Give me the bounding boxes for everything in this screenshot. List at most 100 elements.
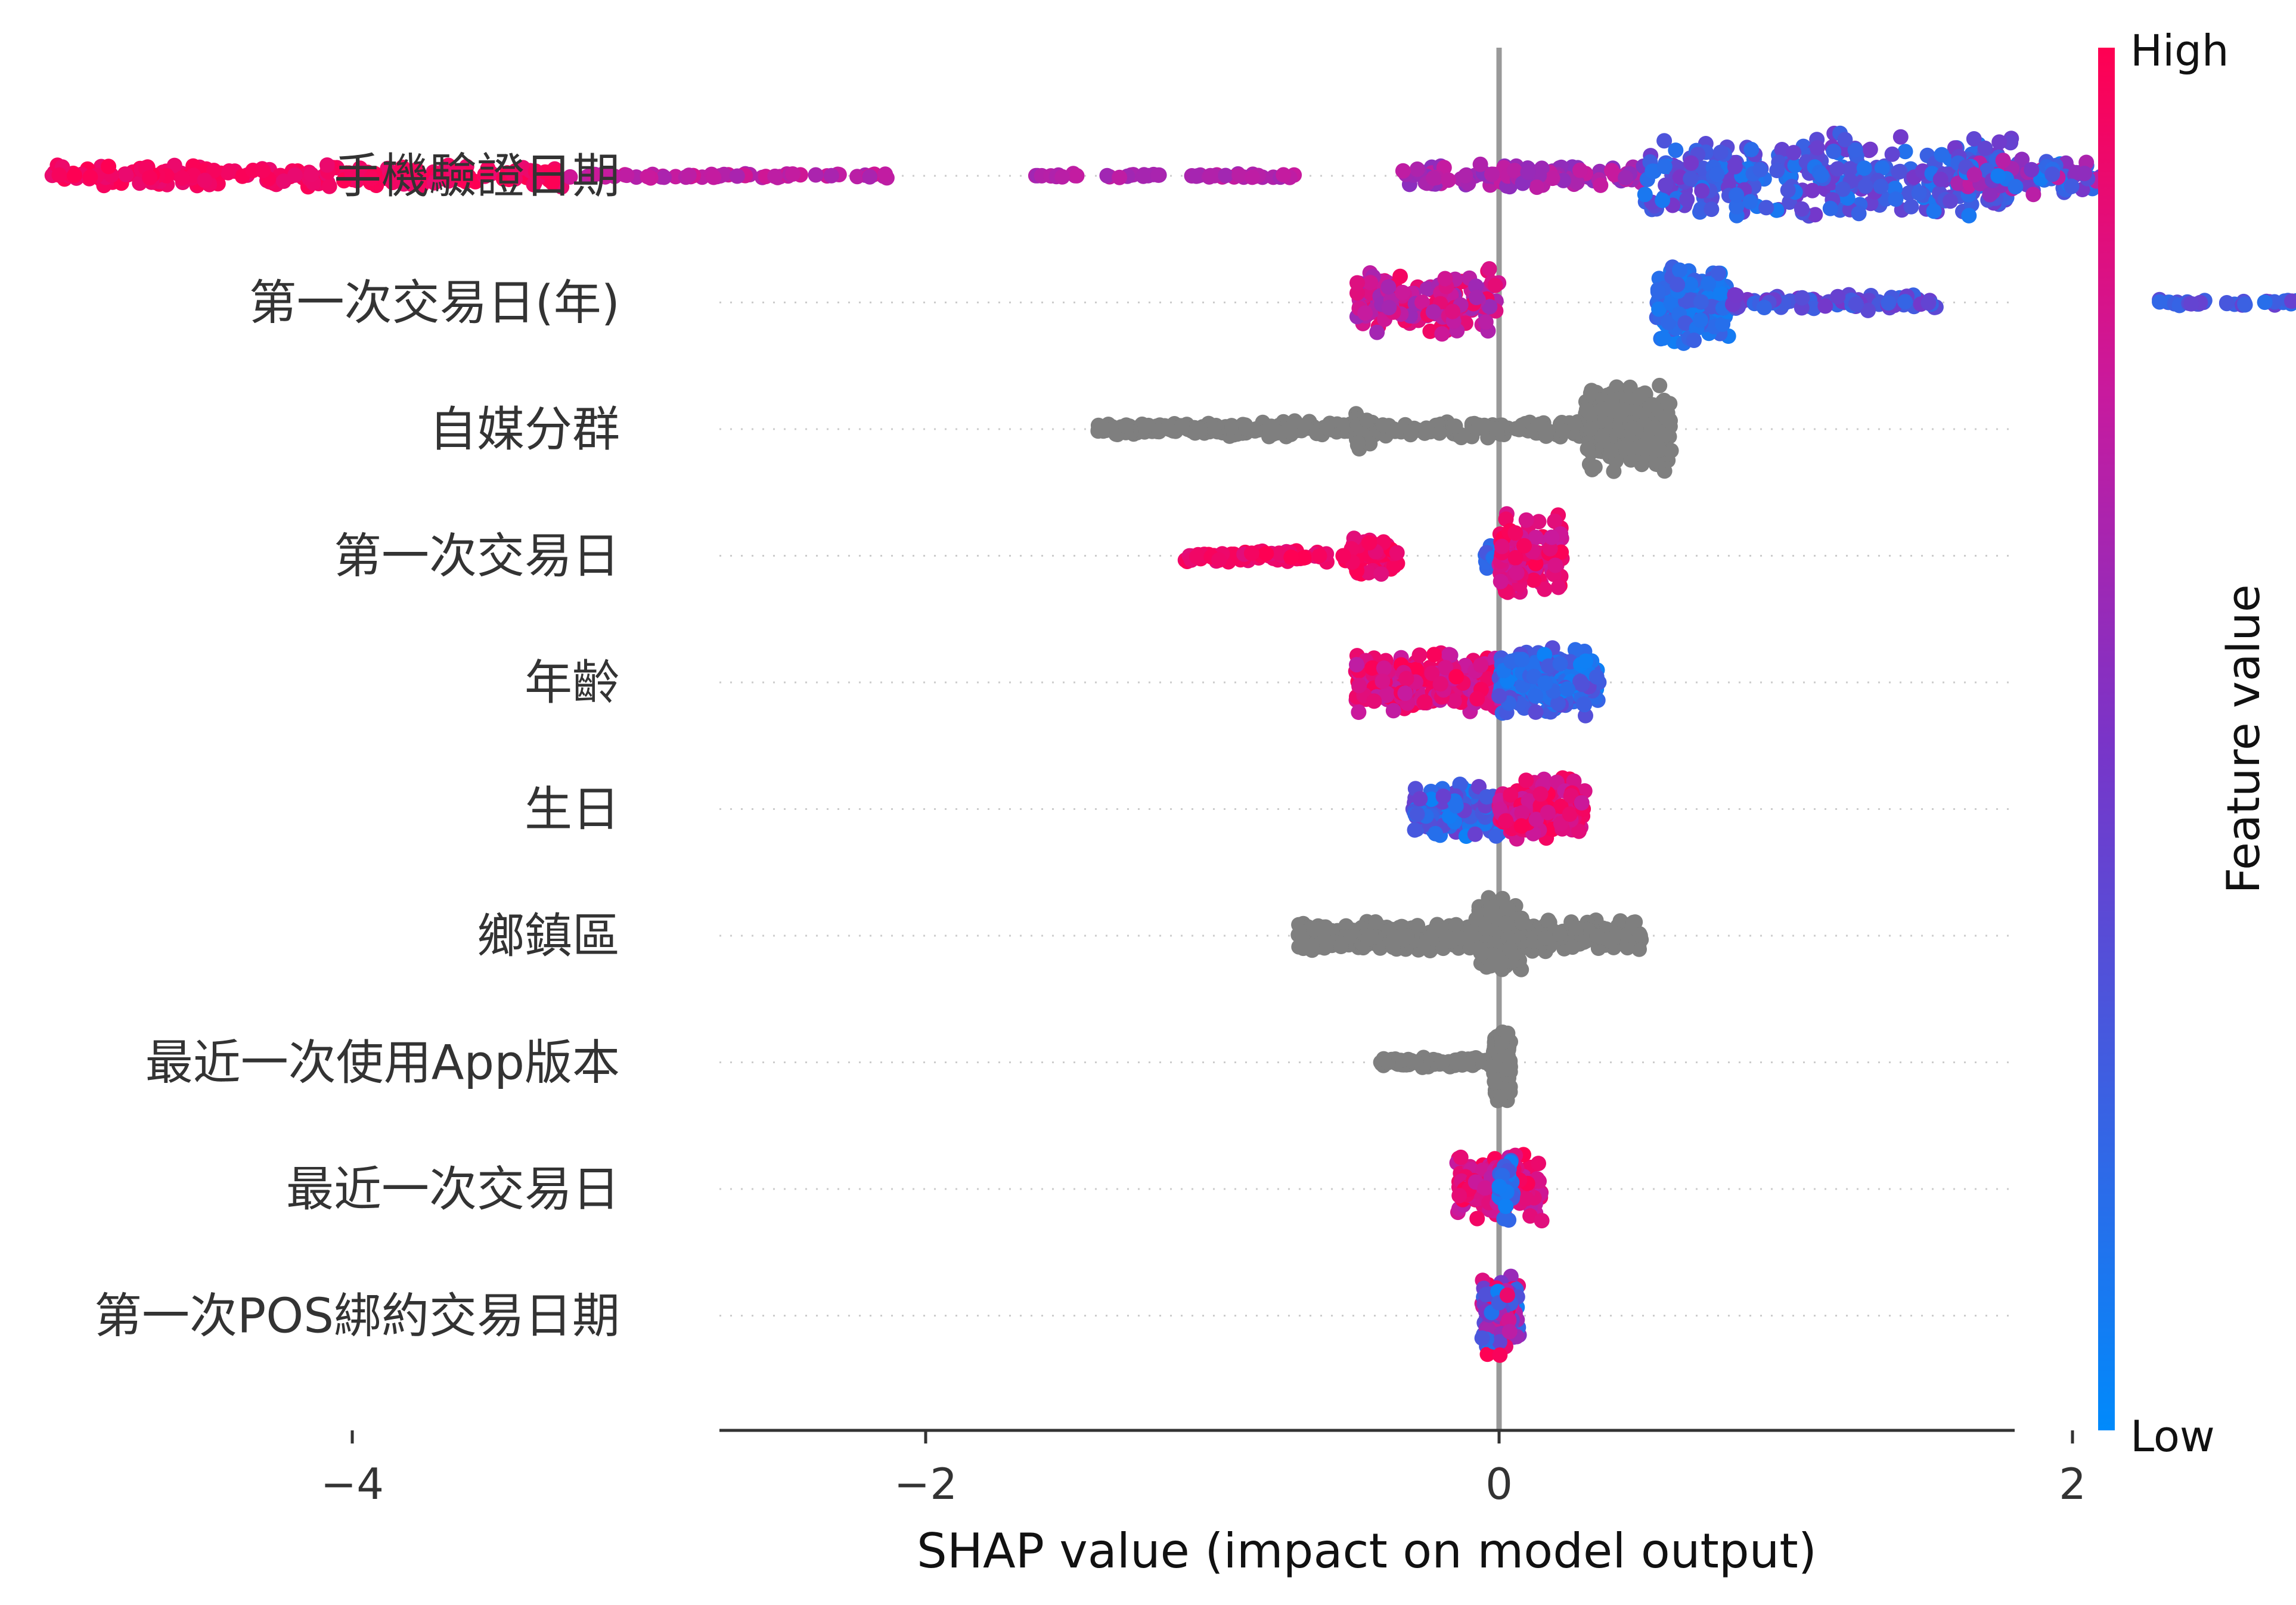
data-point [1991,134,2008,150]
data-point [1769,163,1785,178]
data-point [1516,538,1532,554]
data-point [1351,678,1367,694]
data-point [1448,669,1465,685]
data-point [1526,572,1541,588]
x-tick-label: −2 [894,1459,957,1509]
data-point [1576,696,1591,712]
data-point [1874,160,1890,176]
data-point [1943,193,1958,209]
data-point [1817,298,1833,314]
data-point [1633,387,1649,403]
data-point [1435,788,1451,805]
data-point [2284,293,2296,309]
data-point [1499,1287,1515,1303]
data-point [1350,435,1366,451]
data-point [1528,704,1544,720]
data-point [1412,791,1428,807]
data-point [2024,162,2040,178]
data-point [1758,200,1774,216]
data-point [862,169,878,185]
data-point [1482,299,1498,315]
data-point [1672,262,1687,278]
data-point [1584,461,1600,477]
data-point [1520,164,1536,181]
data-point [1422,930,1438,946]
data-point [1842,161,1858,177]
data-point [1501,1312,1517,1328]
data-point [1650,284,1666,300]
data-point [1537,581,1553,597]
data-point [526,176,542,193]
data-point [1311,548,1327,564]
data-point [1452,777,1468,792]
data-point [1532,416,1548,432]
data-point [1934,147,1950,163]
data-point [1663,295,1679,311]
data-point [1364,660,1380,676]
data-point [1484,166,1500,182]
data-point [1911,185,1927,201]
data-point [1727,159,1743,175]
data-point [1423,791,1439,808]
data-point [426,175,442,191]
data-point [1813,167,1829,183]
data-point [197,172,213,188]
data-point [1509,565,1525,581]
data-point [82,169,98,185]
data-point [1683,155,1699,171]
data-point [1478,1287,1494,1303]
data-point [849,169,865,185]
data-point [1531,514,1547,530]
data-point [1469,691,1485,707]
data-point [1478,921,1494,936]
data-point [1414,294,1430,311]
data-point [1483,908,1499,924]
data-point [823,167,839,184]
data-point [1661,315,1677,331]
data-point [1873,178,1889,194]
data-point [1496,1210,1512,1227]
data-point [1492,802,1508,818]
data-point [1150,167,1166,183]
data-point [1375,673,1391,690]
data-point [1490,421,1506,437]
data-point [1238,420,1254,436]
data-point [1537,675,1553,691]
data-point [1189,168,1205,184]
data-point [1349,275,1365,291]
data-point [1276,167,1292,183]
data-point [1683,170,1699,187]
data-point [1112,169,1128,185]
data-point [1304,937,1320,954]
data-point [1822,200,1838,216]
data-point [2003,135,2019,151]
data-point [1531,1156,1546,1172]
data-point [1670,277,1686,293]
data-point [1468,278,1484,294]
data-point [1381,300,1397,316]
data-point [1550,696,1566,712]
data-point [1588,669,1605,685]
data-point [1857,178,1873,194]
data-point [1528,812,1544,827]
data-point [1469,1210,1485,1227]
data-point [1500,1025,1516,1041]
data-point [1518,772,1534,788]
data-point [1711,265,1726,281]
data-point [1756,300,1772,315]
data-point [1411,647,1428,663]
x-axis-ticks: −4 −2 0 2 [321,1430,2086,1509]
data-point [1448,917,1464,933]
data-point [1752,162,1768,178]
data-point [1492,1347,1508,1363]
data-point [1138,418,1154,434]
data-point [1395,284,1410,300]
data-point [1544,170,1560,187]
data-point [1474,1330,1490,1346]
feature-label: 手機驗證日期 [334,148,620,204]
data-point [1679,191,1695,207]
data-point [2008,179,2024,195]
data-point [1243,545,1259,561]
data-point [1473,657,1489,673]
data-point [1614,402,1630,418]
